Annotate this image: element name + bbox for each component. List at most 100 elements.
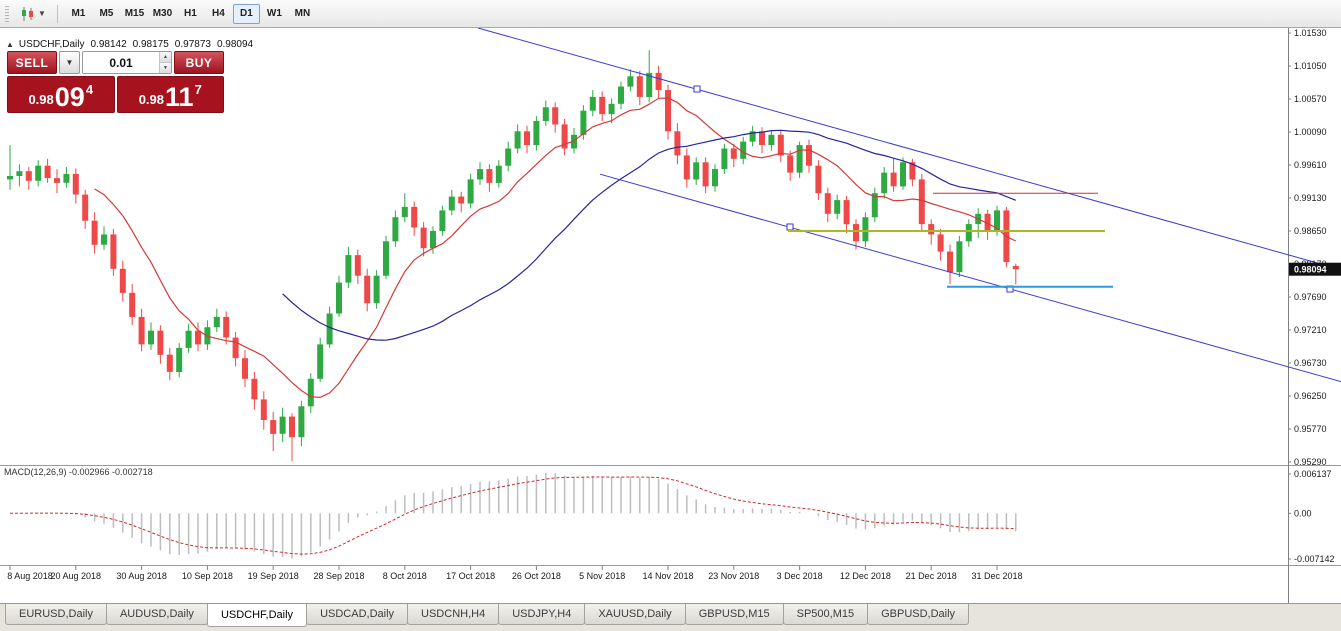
candle-body [514, 131, 521, 149]
candle-body [82, 194, 89, 221]
candle-body [448, 196, 455, 211]
candle-body [712, 169, 718, 187]
candle-body [749, 131, 756, 142]
chart-type-button[interactable]: ▼ [16, 4, 50, 24]
date-axis-label: 17 Oct 2018 [446, 571, 495, 581]
volume-spinner[interactable]: ▲ ▼ [159, 52, 171, 73]
tab-xauusd-daily[interactable]: XAUUSD,Daily [584, 604, 686, 625]
date-axis-label: 20 Aug 2018 [51, 571, 102, 581]
buy-price-base: 0.98 [138, 92, 165, 107]
candle-body [129, 292, 136, 317]
date-axis-label: 5 Nov 2018 [579, 571, 625, 581]
timeframe-m15[interactable]: M15 [124, 8, 145, 19]
tab-audusd-daily[interactable]: AUDUSD,Daily [105, 604, 208, 625]
tab-gbpusd-m15[interactable]: GBPUSD,M15 [684, 604, 784, 625]
candle-body [458, 196, 465, 204]
candle-body [232, 337, 239, 359]
candle-body [25, 171, 32, 181]
candle-body [420, 227, 427, 249]
candle-body [16, 171, 23, 176]
candle-body [524, 131, 530, 145]
ohlc-close: 0.98094 [216, 39, 254, 50]
sell-price-quote[interactable]: 0.98 09 4 [7, 76, 115, 113]
candle-body [1012, 265, 1019, 270]
sell-price-base: 0.98 [28, 92, 54, 107]
tab-usdchf-daily[interactable]: USDCHF,Daily [206, 604, 308, 627]
candle-body [853, 224, 859, 242]
macd-axis-min: -0.007142 [1294, 554, 1335, 564]
candle-body [900, 162, 906, 187]
timeframe-h4[interactable]: H4 [212, 8, 225, 19]
one-click-toggle-icon[interactable]: ▲ [6, 40, 14, 49]
candle-body [542, 107, 549, 121]
candle-body [166, 354, 173, 372]
tab-usdcad-daily[interactable]: USDCAD,Daily [306, 604, 409, 625]
price-axis-label: 0.99610 [1294, 160, 1327, 170]
candle-body [298, 406, 305, 438]
candle-body [119, 268, 126, 293]
tab-gbpusd-daily[interactable]: GBPUSD,Daily [867, 604, 970, 625]
price-axis-label: 1.00570 [1294, 94, 1327, 104]
chart-canvas[interactable]: 1.01530 1.01050 1.00570 1.00090 0.99610 0.991… [0, 28, 1341, 603]
macd-axis-max: 0.006137 [1294, 469, 1332, 479]
candle-body [871, 193, 878, 218]
sell-button[interactable]: SELL [7, 51, 57, 74]
tab-usdcnh-h4[interactable]: USDCNH,H4 [407, 604, 500, 625]
sell-price-pips: 09 [54, 82, 85, 113]
candle-body [918, 179, 925, 225]
date-axis-label: 8 Aug 2018 [7, 571, 53, 581]
candle-body [627, 76, 634, 87]
timeframe-m5[interactable]: M5 [99, 8, 114, 19]
candle-body [289, 416, 295, 438]
timeframe-d1[interactable]: D1 [232, 3, 260, 24]
candle-body [251, 378, 258, 400]
timeframe-w1[interactable]: W1 [266, 8, 282, 19]
candle-body [862, 217, 869, 242]
candle-body [110, 234, 117, 269]
candle-body [411, 206, 418, 228]
candle-body [646, 72, 653, 97]
toolbar-grip[interactable] [5, 5, 9, 22]
tab-eurusd-daily[interactable]: EURUSD,Daily [5, 604, 107, 625]
candle-body [777, 134, 784, 156]
candle-body [702, 162, 709, 187]
spinner-up-icon[interactable]: ▲ [160, 52, 171, 63]
candle-body [185, 330, 192, 348]
spinner-down-icon[interactable]: ▼ [160, 63, 171, 73]
channel-upper-line[interactable] [477, 28, 1341, 271]
current-price-value: 0.98094 [1294, 265, 1327, 275]
volume-dropdown-button[interactable]: ▼ [59, 51, 80, 74]
candle-body [796, 145, 803, 173]
chart-window: 1.01530 1.01050 1.00570 1.00090 0.99610 0.991… [0, 28, 1341, 603]
buy-price-quote[interactable]: 0.98 11 7 [116, 76, 224, 113]
object-handle[interactable] [693, 85, 701, 93]
volume-input[interactable] [83, 52, 159, 73]
candle-body [54, 178, 60, 183]
tab-sp500-m15[interactable]: SP500,M15 [782, 604, 869, 625]
buy-button[interactable]: BUY [174, 51, 224, 74]
tab-usdjpy-h4[interactable]: USDJPY,H4 [498, 604, 586, 625]
timeframe-m30[interactable]: M30 [152, 8, 173, 19]
object-handle[interactable] [786, 223, 794, 231]
candle-body [721, 148, 728, 170]
date-axis-label: 12 Dec 2018 [840, 571, 891, 581]
ohlc-low: 0.97873 [174, 39, 211, 50]
timeframe-h1[interactable]: H1 [184, 8, 197, 19]
candle-body [984, 213, 991, 231]
candle-body [7, 176, 13, 180]
timeframe-m1[interactable]: M1 [71, 8, 86, 19]
candle-body [994, 210, 1000, 231]
price-axis-label: 0.98650 [1294, 226, 1327, 236]
channel-lower-line[interactable] [599, 173, 1341, 383]
candle-body [759, 131, 765, 145]
moving-average-30 [282, 129, 1017, 341]
date-axis-label: 10 Sep 2018 [182, 571, 233, 581]
candle-body [439, 210, 446, 231]
candle-body [665, 90, 671, 132]
candle-body [223, 316, 230, 338]
price-axis-label: 0.97210 [1294, 325, 1327, 335]
timeframe-mn[interactable]: MN [294, 8, 311, 19]
candle-body [552, 107, 559, 125]
date-axis-label: 19 Sep 2018 [248, 571, 299, 581]
